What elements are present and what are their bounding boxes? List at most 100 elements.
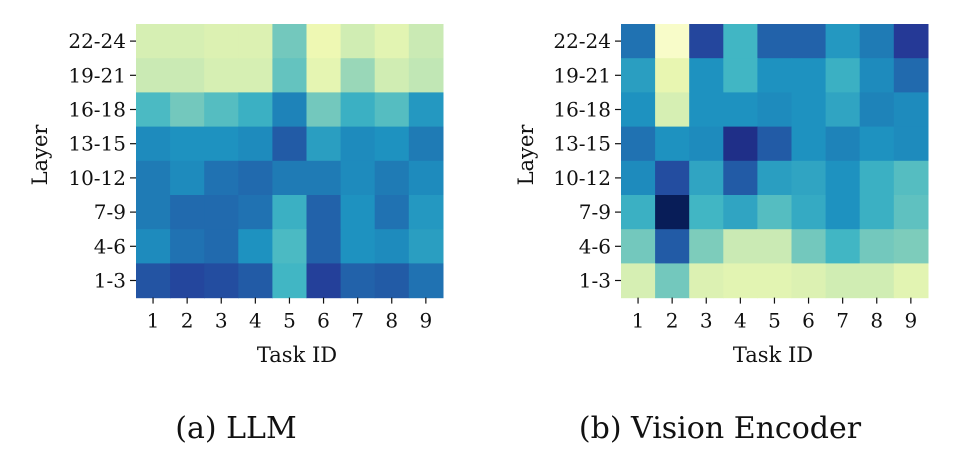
heatmap-cell xyxy=(136,58,171,93)
heatmap-cell xyxy=(757,229,793,264)
heatmap-cell xyxy=(893,58,929,93)
heatmap-cell xyxy=(655,160,690,196)
heatmap-cell xyxy=(136,92,171,128)
heatmap-cell xyxy=(272,58,308,93)
x-tick-label: 7 xyxy=(836,309,849,333)
heatmap-cell xyxy=(170,92,205,128)
heatmap-cell xyxy=(757,24,793,59)
heatmap-cell xyxy=(136,126,171,162)
heatmap-cell xyxy=(306,24,342,59)
heatmap-cell xyxy=(859,195,895,230)
x-tick-label: 1 xyxy=(632,309,645,333)
x-tick-label: 5 xyxy=(768,309,781,333)
heatmap-cell xyxy=(621,160,656,196)
heatmap-cell xyxy=(374,58,410,93)
x-tick-label: 8 xyxy=(870,309,883,333)
heatmap-cell xyxy=(825,263,861,299)
heatmap-cell xyxy=(689,126,724,162)
y-tick-label: 16-18 xyxy=(68,98,126,122)
heatmap-cell xyxy=(791,195,827,230)
heatmap-cell xyxy=(272,263,308,299)
x-tick-label: 7 xyxy=(351,309,364,333)
heatmap-cell xyxy=(825,195,861,230)
y-tick-label: 22-24 xyxy=(68,29,126,53)
heatmap-cell xyxy=(723,229,758,264)
axis-ticks: 22-24 19-21 16-18 13-15 10-12 7-9 4-6 1-3 1 2 3 4 5 6… xyxy=(68,29,432,333)
heatmap-cell xyxy=(825,58,861,93)
heatmap-cell xyxy=(689,195,724,230)
heatmap-cell xyxy=(893,229,929,264)
heatmap-cell xyxy=(825,229,861,264)
y-tick-label: 13-15 xyxy=(553,132,611,156)
heatmap-cell xyxy=(723,263,758,299)
heatmap-cell xyxy=(204,229,239,264)
x-tick-label: 5 xyxy=(283,309,296,333)
heatmap-cell xyxy=(306,58,342,93)
axis-ticks: 22-24 19-21 16-18 13-15 10-12 7-9 4-6 1-3 1 2 3 4 5 6… xyxy=(553,29,917,333)
y-axis-label: Layer xyxy=(28,124,52,186)
heatmap-cell xyxy=(689,229,724,264)
heatmap-cell xyxy=(757,195,793,230)
heatmap-cell xyxy=(859,24,895,59)
heatmap-cell xyxy=(170,160,205,196)
heatmap-cell xyxy=(136,229,171,264)
heatmap-cell xyxy=(825,160,861,196)
x-tick-label: 4 xyxy=(249,309,262,333)
heatmap-cell xyxy=(374,126,410,162)
heatmap-cell xyxy=(374,92,410,128)
heatmap-cell xyxy=(204,126,239,162)
heatmap-cell xyxy=(791,126,827,162)
heatmap-cell xyxy=(340,126,376,162)
heatmap-cell xyxy=(136,24,171,59)
heatmap-cell xyxy=(170,58,205,93)
heatmap-cell xyxy=(204,195,239,230)
heatmap-cell xyxy=(306,160,342,196)
heatmap-cell xyxy=(306,229,342,264)
heatmap-cell xyxy=(723,92,758,128)
y-tick-label: 10-12 xyxy=(68,166,126,190)
heatmap-cell xyxy=(689,92,724,128)
heatmap-cell xyxy=(272,126,308,162)
heatmap-cell xyxy=(272,24,308,59)
heatmap-cell xyxy=(859,160,895,196)
x-tick-label: 2 xyxy=(181,309,194,333)
heatmap-cells xyxy=(621,24,929,299)
heatmap-cell xyxy=(757,126,793,162)
heatmap-cell xyxy=(859,263,895,299)
y-tick-label: 22-24 xyxy=(553,29,611,53)
heatmap-cell xyxy=(374,229,410,264)
heatmap-cell xyxy=(655,24,690,59)
y-tick-label: 4-6 xyxy=(579,234,611,258)
heatmap-cell xyxy=(757,160,793,196)
heatmap-cell xyxy=(238,229,273,264)
heatmap-cell xyxy=(825,92,861,128)
heatmap-cell xyxy=(893,195,929,230)
heatmap-cell xyxy=(408,263,444,299)
heatmap-cell xyxy=(655,229,690,264)
x-tick-label: 3 xyxy=(700,309,713,333)
heatmap-cell xyxy=(893,160,929,196)
heatmap-cell xyxy=(757,263,793,299)
y-tick-label: 4-6 xyxy=(94,234,126,258)
heatmap-cell xyxy=(340,195,376,230)
heatmap-cell xyxy=(340,24,376,59)
heatmap-cell xyxy=(655,126,690,162)
y-tick-label: 16-18 xyxy=(553,98,611,122)
heatmap-cell xyxy=(272,160,308,196)
heatmap-cell xyxy=(655,195,690,230)
heatmap-cell xyxy=(621,229,656,264)
panel-caption: (a) LLM xyxy=(175,411,296,446)
heatmap-cell xyxy=(621,58,656,93)
x-axis-label: Task ID xyxy=(257,343,337,367)
heatmap-cell xyxy=(791,263,827,299)
heatmap-cell xyxy=(655,263,690,299)
y-tick-label: 13-15 xyxy=(68,132,126,156)
heatmap-cell xyxy=(170,126,205,162)
heatmap-cell xyxy=(204,58,239,93)
heatmap-cell xyxy=(238,58,273,93)
heatmap-cell xyxy=(791,229,827,264)
heatmap-cell xyxy=(170,195,205,230)
heatmap-cell xyxy=(374,24,410,59)
heatmap-cell xyxy=(757,58,793,93)
x-tick-label: 1 xyxy=(147,309,160,333)
